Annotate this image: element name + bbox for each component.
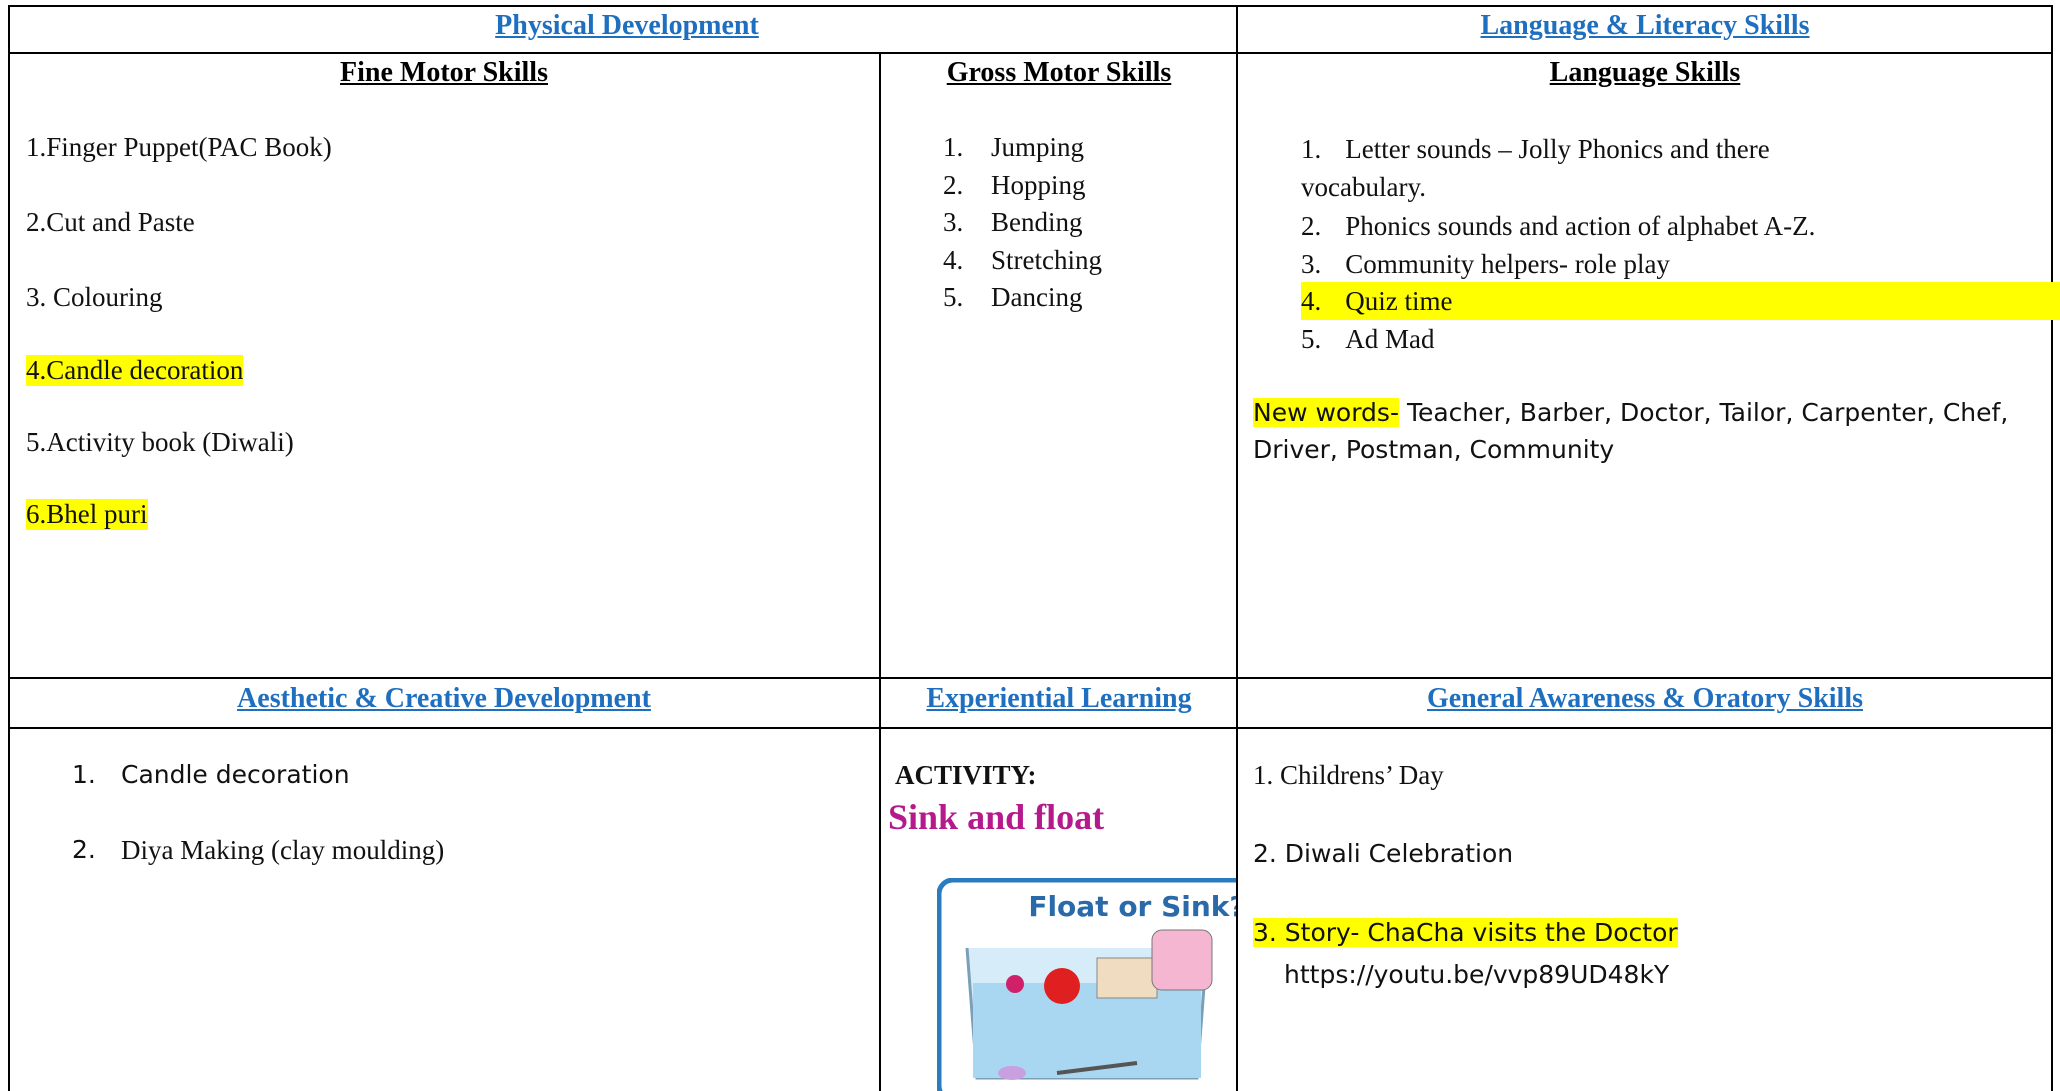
border — [879, 53, 881, 1091]
new-words-list: Teacher, Barber, Doctor, Tailor, Carpent… — [1253, 398, 2009, 464]
list-item: 4. Quiz time — [1301, 282, 2060, 320]
list-item: Hopping — [991, 169, 1086, 200]
item-number: 4. — [1301, 286, 1322, 316]
item-number: 3. — [943, 207, 964, 237]
border — [8, 5, 10, 1091]
item-number: 2. — [1301, 211, 1322, 241]
item-number: 1. — [72, 760, 96, 789]
list-item: Jumping — [991, 132, 1085, 162]
item-text: Quiz time — [1345, 286, 1453, 316]
subsection-title: Language Skills — [1549, 57, 1741, 88]
list-item: 2. Phonics sounds and action of alphabet … — [1301, 207, 2060, 245]
activity-name: Sink and float — [888, 797, 1105, 837]
list-item: 1. Letter sounds – Jolly Phonics and ther… — [1301, 130, 1901, 206]
item-text: Ad Mad — [1345, 324, 1435, 354]
image-caption: Float or Sink? — [1028, 890, 1236, 923]
list-item: 2. Diwali Celebration — [1253, 839, 1514, 868]
activity-label: ACTIVITY: — [895, 760, 1037, 790]
section-header: Experiential Learning — [926, 683, 1192, 714]
subsection-title: Gross Motor Skills — [946, 57, 1172, 88]
new-words-label: New words- — [1253, 398, 1399, 427]
item-number: 3. — [1301, 249, 1322, 279]
item-number: 2. — [72, 835, 96, 864]
list-item: 2.Cut and Paste — [26, 207, 195, 237]
list-item: 5. Ad Mad — [1301, 320, 2060, 358]
section-header: Language & Literacy Skills — [1480, 10, 1810, 41]
list-item: 3. Community helpers- role play — [1301, 245, 2060, 283]
list-item: Bending — [991, 207, 1083, 237]
list-item: 4.Candle decoration — [26, 355, 244, 386]
border — [8, 677, 2052, 679]
item-number: 4. — [943, 244, 964, 275]
section-header: Physical Development — [495, 10, 759, 41]
list-item: 5.Activity book (Diwali) — [26, 427, 294, 457]
item-number: 1. — [1301, 134, 1322, 164]
item-text: Letter sounds – Jolly Phonics and there … — [1301, 134, 1770, 202]
border — [1236, 5, 1238, 1091]
border — [8, 52, 2052, 54]
new-words: New words- Teacher, Barber, Doctor, Tail… — [1253, 394, 2033, 468]
list-item: Stretching — [991, 244, 1102, 275]
list-item: 1.Finger Puppet(PAC Book) — [26, 132, 332, 162]
list-item: 3. Story- ChaCha visits the Doctor — [1253, 918, 1678, 947]
list-item: Dancing — [991, 282, 1083, 312]
list-item: 6.Bhel puri — [26, 499, 148, 530]
item-number: 5. — [1301, 324, 1322, 354]
item-text: Community helpers- role play — [1345, 249, 1670, 279]
list-item: Candle decoration — [121, 760, 350, 789]
border — [8, 727, 2052, 729]
border — [8, 5, 2052, 7]
section-header: General Awareness & Oratory Skills — [1426, 683, 1864, 714]
list-item: Diya Making (clay moulding) — [121, 835, 445, 865]
item-number: 1. — [943, 132, 964, 162]
item-number: 5. — [943, 282, 964, 312]
link: https://youtu.be/vvp89UD48kY — [1284, 960, 1670, 989]
subsection-title: Fine Motor Skills — [340, 57, 548, 88]
activity-image: Float or Sink? — [937, 878, 1236, 1091]
section-header: Aesthetic & Creative Development — [237, 683, 651, 714]
border — [2051, 5, 2053, 1091]
list-item: 1. Childrens’ Day — [1253, 760, 1444, 790]
item-number: 2. — [943, 169, 964, 200]
list-item: 3. Colouring — [26, 282, 163, 312]
item-text: Phonics sounds and action of alphabet A-… — [1345, 211, 1816, 241]
